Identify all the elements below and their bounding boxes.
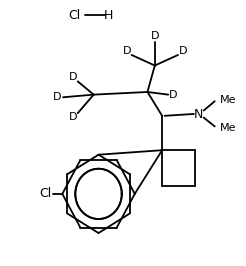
Text: D: D	[69, 112, 77, 122]
Text: D: D	[179, 47, 187, 56]
Text: N: N	[194, 108, 203, 121]
Text: D: D	[53, 92, 62, 102]
Text: Me: Me	[220, 123, 236, 133]
Text: Cl: Cl	[68, 9, 80, 22]
Text: D: D	[123, 47, 131, 56]
Text: H: H	[104, 9, 113, 22]
Text: Cl: Cl	[40, 187, 52, 200]
Text: D: D	[169, 90, 177, 100]
Text: D: D	[69, 72, 77, 82]
Text: D: D	[151, 31, 159, 41]
Text: Me: Me	[220, 95, 236, 105]
